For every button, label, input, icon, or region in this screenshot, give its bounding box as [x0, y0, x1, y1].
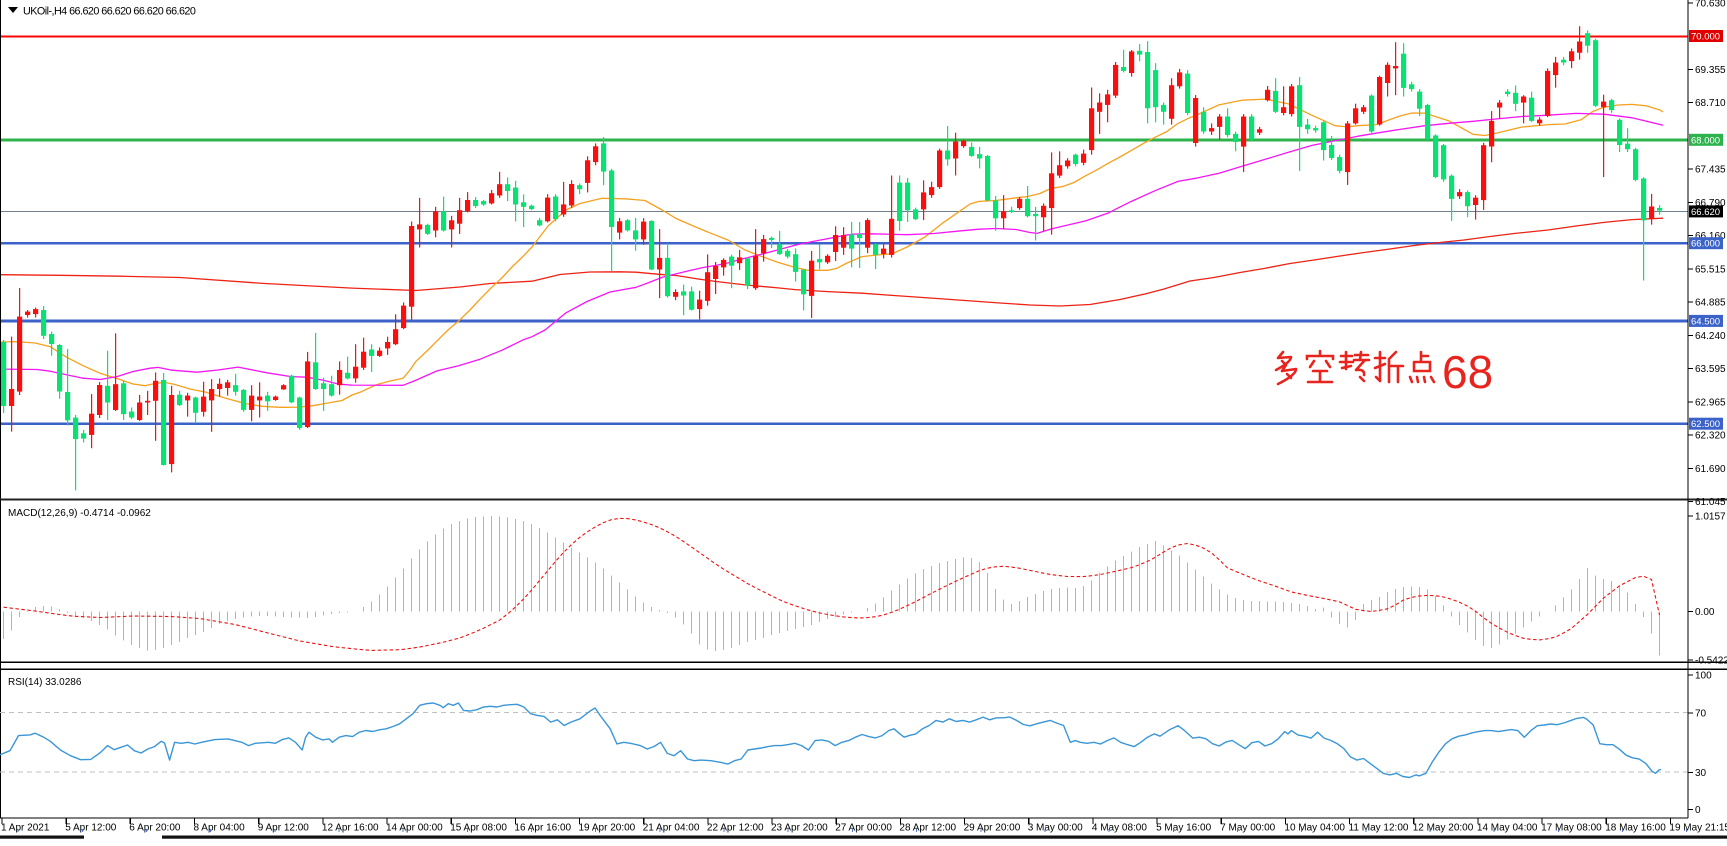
svg-text:62.320: 62.320 [1695, 431, 1726, 442]
svg-text:-0.5422: -0.5422 [1695, 656, 1727, 667]
svg-text:22 Apr 12:00: 22 Apr 12:00 [707, 823, 764, 834]
svg-text:68.710: 68.710 [1695, 98, 1726, 109]
svg-text:29 Apr 20:00: 29 Apr 20:00 [964, 823, 1021, 834]
svg-text:30: 30 [1695, 768, 1707, 779]
svg-text:68: 68 [1442, 346, 1493, 398]
svg-text:100: 100 [1695, 670, 1712, 681]
svg-text:16 Apr 16:00: 16 Apr 16:00 [514, 823, 571, 834]
svg-text:1 Apr 2021: 1 Apr 2021 [1, 823, 50, 834]
svg-text:3 May 00:00: 3 May 00:00 [1028, 823, 1083, 834]
svg-text:61.045: 61.045 [1695, 497, 1726, 508]
svg-text:70: 70 [1695, 709, 1707, 720]
svg-text:9 Apr 12:00: 9 Apr 12:00 [258, 823, 310, 834]
svg-text:8 Apr 04:00: 8 Apr 04:00 [194, 823, 246, 834]
svg-text:15 Apr 08:00: 15 Apr 08:00 [450, 823, 507, 834]
svg-text:62.500: 62.500 [1691, 419, 1720, 430]
svg-text:64.885: 64.885 [1695, 298, 1726, 309]
svg-text:0.00: 0.00 [1695, 607, 1715, 618]
svg-text:5 May 16:00: 5 May 16:00 [1156, 823, 1211, 834]
svg-text:28 Apr 12:00: 28 Apr 12:00 [899, 823, 956, 834]
svg-text:12 Apr 16:00: 12 Apr 16:00 [322, 823, 379, 834]
svg-text:10 May 04:00: 10 May 04:00 [1284, 823, 1345, 834]
svg-text:6 Apr 20:00: 6 Apr 20:00 [129, 823, 181, 834]
svg-text:19 Apr 20:00: 19 Apr 20:00 [579, 823, 636, 834]
svg-text:7 May 00:00: 7 May 00:00 [1220, 823, 1275, 834]
svg-text:21 Apr 04:00: 21 Apr 04:00 [643, 823, 700, 834]
svg-text:23 Apr 20:00: 23 Apr 20:00 [771, 823, 828, 834]
svg-text:66.620: 66.620 [1691, 207, 1720, 218]
svg-text:RSI(14) 33.0286: RSI(14) 33.0286 [8, 677, 82, 688]
svg-text:27 Apr 00:00: 27 Apr 00:00 [835, 823, 892, 834]
svg-text:14 Apr 00:00: 14 Apr 00:00 [386, 823, 443, 834]
svg-text:65.515: 65.515 [1695, 264, 1726, 275]
svg-text:70.630: 70.630 [1695, 0, 1726, 10]
svg-text:66.790: 66.790 [1695, 198, 1726, 209]
svg-text:66.160: 66.160 [1695, 231, 1726, 242]
svg-text:MACD(12,26,9) -0.4714 -0.0962: MACD(12,26,9) -0.4714 -0.0962 [8, 508, 151, 519]
svg-text:5 Apr 12:00: 5 Apr 12:00 [65, 823, 117, 834]
svg-text:0: 0 [1695, 805, 1701, 816]
svg-text:62.965: 62.965 [1695, 397, 1726, 408]
svg-text:66.000: 66.000 [1691, 239, 1720, 250]
svg-text:4 May 08:00: 4 May 08:00 [1092, 823, 1147, 834]
svg-text:70.000: 70.000 [1691, 32, 1720, 43]
svg-text:14 May 04:00: 14 May 04:00 [1477, 823, 1538, 834]
svg-text:63.595: 63.595 [1695, 364, 1726, 375]
svg-text:68.000: 68.000 [1691, 135, 1720, 146]
svg-text:1.0157: 1.0157 [1695, 512, 1726, 523]
svg-text:67.435: 67.435 [1695, 165, 1726, 176]
svg-text:61.690: 61.690 [1695, 464, 1726, 475]
svg-text:17 May 08:00: 17 May 08:00 [1541, 823, 1602, 834]
svg-text:64.500: 64.500 [1691, 316, 1720, 327]
svg-text:11 May 12:00: 11 May 12:00 [1349, 823, 1409, 834]
svg-text:UKOil-,H4 66.620 66.620 66.62: UKOil-,H4 66.620 66.620 66.620 66.620 [23, 6, 196, 18]
svg-text:64.240: 64.240 [1695, 331, 1726, 342]
svg-text:12 May 20:00: 12 May 20:00 [1413, 823, 1474, 834]
svg-text:19 May 21:15: 19 May 21:15 [1669, 823, 1727, 834]
svg-text:18 May 16:00: 18 May 16:00 [1605, 823, 1666, 834]
svg-text:69.355: 69.355 [1695, 65, 1726, 76]
